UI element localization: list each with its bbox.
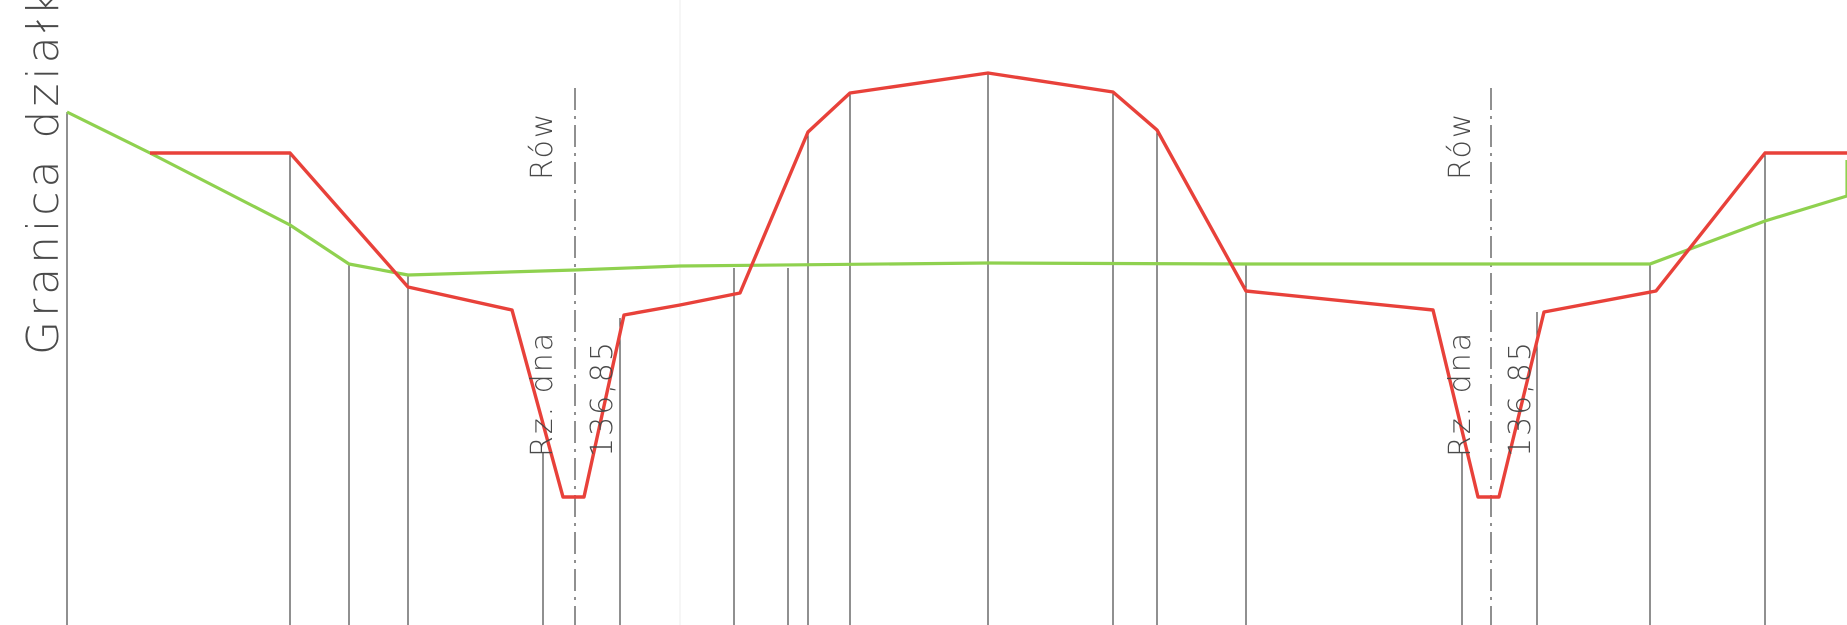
design-profile-line [150, 71, 1847, 499]
ditch-label-right: Rów [1443, 112, 1478, 180]
boundary-label: Granica działki [18, 0, 69, 355]
ditch-axes [574, 88, 1492, 625]
bottom-level-value-right: 136,85 [1503, 340, 1538, 457]
station-lines [66, 73, 1766, 625]
bottom-level-label-left: Rz. dna [525, 331, 560, 457]
bottom-level-label-right: Rz. dna [1443, 331, 1478, 457]
terrain-profile-line [66, 110, 1847, 277]
ditch-label-left: Rów [525, 112, 560, 180]
bottom-level-value-left: 136,85 [585, 340, 620, 457]
